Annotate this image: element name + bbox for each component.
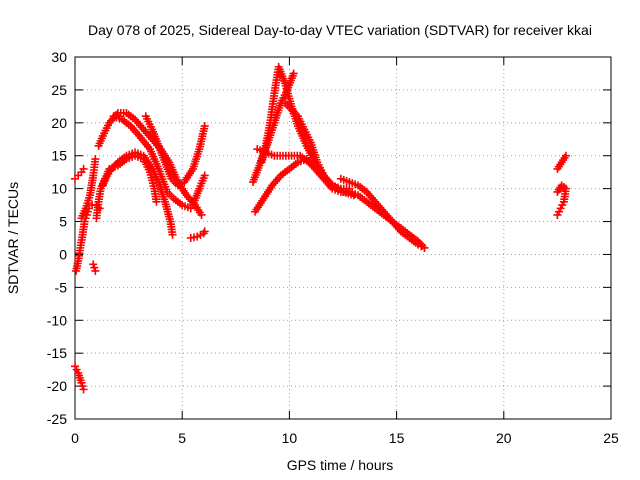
series-track-i (186, 227, 209, 242)
series-track-l (71, 362, 88, 394)
y-tick-label: 30 (51, 49, 67, 65)
data-point (200, 171, 209, 180)
data-point (304, 158, 313, 167)
chart-title: Day 078 of 2025, Sidereal Day-to-day VTE… (88, 22, 592, 38)
series-track-s (345, 187, 429, 252)
series-track-h (141, 112, 209, 190)
data-point (561, 151, 570, 160)
series-track-u (553, 181, 570, 219)
y-tick-label: 15 (51, 148, 67, 164)
plot-frame (74, 56, 612, 420)
x-tick-label: 5 (178, 430, 186, 446)
data-point (200, 227, 209, 236)
data-point (289, 69, 298, 78)
data-point (553, 210, 562, 219)
y-tick-label: 25 (51, 82, 67, 98)
y-tick-label: -15 (47, 345, 67, 361)
data-point (79, 164, 88, 173)
y-tick-label: 10 (51, 181, 67, 197)
y-tick-label: -25 (47, 411, 67, 427)
series-track-j (188, 171, 209, 210)
data-point (197, 210, 206, 219)
series-track-g (109, 112, 195, 213)
data-point (152, 197, 161, 206)
x-tick-label: 15 (389, 430, 405, 446)
series-track-a (71, 164, 88, 183)
axis-layer: -25 -20 -15 -10 -5 0 5 10 15 20 25 30 0 5 10 15 20 25 (47, 49, 619, 446)
data-point (200, 122, 209, 131)
y-tick-label: 0 (59, 246, 67, 262)
x-tick-label: 0 (71, 430, 79, 446)
series-track-q (281, 99, 354, 193)
data-point (420, 243, 429, 252)
y-tick-label: -20 (47, 378, 67, 394)
series-track-c (77, 155, 100, 223)
series-track-p (257, 69, 298, 167)
data-point (91, 155, 100, 164)
x-tick-label: 25 (603, 430, 619, 446)
data-point (168, 230, 177, 239)
series-track-t (553, 151, 570, 173)
series-track-f (98, 151, 161, 206)
y-tick-label: -5 (55, 279, 68, 295)
data-point (79, 385, 88, 394)
y-tick-label: 5 (59, 214, 67, 230)
y-tick-label: -10 (47, 312, 67, 328)
x-tick-label: 20 (496, 430, 512, 446)
x-tick-label: 10 (282, 430, 298, 446)
x-axis-label: GPS time / hours (287, 457, 394, 473)
series-track-k (89, 260, 100, 275)
y-axis-label: SDTVAR / TECUs (5, 182, 21, 294)
y-tick-label: 20 (51, 115, 67, 131)
data-point (91, 266, 100, 275)
data-points (71, 62, 570, 394)
